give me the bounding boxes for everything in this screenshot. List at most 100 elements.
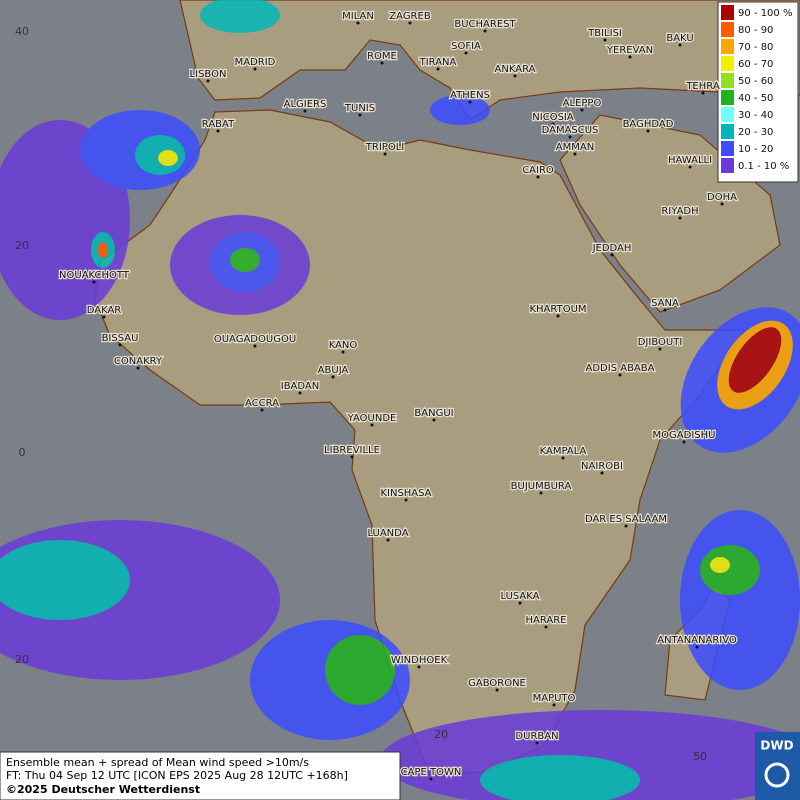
footer-line: Ensemble mean + spread of Mean wind spee… bbox=[6, 756, 309, 769]
city-label: CAPE TOWN bbox=[401, 767, 462, 778]
prob-area bbox=[480, 755, 640, 800]
legend-label: 80 - 90 bbox=[738, 25, 773, 36]
city-dot bbox=[380, 61, 384, 65]
city-dot bbox=[331, 375, 335, 379]
city-dot bbox=[513, 74, 517, 78]
lat-label: 20 bbox=[15, 239, 29, 252]
city-dot bbox=[568, 135, 572, 139]
prob-area bbox=[200, 0, 280, 33]
city-label: MILAN bbox=[342, 11, 374, 22]
prob-area bbox=[728, 327, 782, 393]
city-dot bbox=[580, 108, 584, 112]
city-label: ATHENS bbox=[450, 90, 490, 101]
legend-label: 70 - 80 bbox=[738, 42, 773, 53]
city-label: ALEPPO bbox=[563, 98, 602, 109]
city-dot bbox=[678, 216, 682, 220]
city-dot bbox=[370, 423, 374, 427]
city-dot bbox=[495, 688, 499, 692]
city-label: KHARTOUM bbox=[529, 304, 586, 315]
city-label: BUJUMBURA bbox=[511, 481, 572, 492]
city-dot bbox=[429, 777, 433, 781]
city-label: NOUAKCHOTT bbox=[59, 270, 130, 281]
city-label: BUCHAREST bbox=[454, 19, 516, 30]
prob-area bbox=[700, 545, 760, 595]
city-dot bbox=[536, 175, 540, 179]
city-label: LIBREVILLE bbox=[324, 445, 380, 456]
lon-label: 20 bbox=[434, 728, 448, 741]
city-label: ANKARA bbox=[495, 64, 536, 75]
city-dot bbox=[253, 67, 257, 71]
city-label: ANTANANARIVO bbox=[657, 635, 737, 646]
city-dot bbox=[417, 665, 421, 669]
city-dot bbox=[216, 129, 220, 133]
city-dot bbox=[573, 152, 577, 156]
city-label: OUAGADOUGOU bbox=[214, 334, 296, 345]
city-dot bbox=[561, 456, 565, 460]
footer: Ensemble mean + spread of Mean wind spee… bbox=[0, 751, 401, 800]
city-dot bbox=[658, 347, 662, 351]
city-label: GABORONE bbox=[468, 678, 526, 689]
city-label: RIYADH bbox=[661, 206, 698, 217]
city-label: AMMAN bbox=[556, 142, 594, 153]
city-dot bbox=[206, 79, 210, 83]
city-dot bbox=[436, 67, 440, 71]
legend: 90 - 100 % 80 - 90 70 - 80 60 - 70 50 - 60 40… bbox=[717, 1, 799, 183]
city-label: WINDHOEK bbox=[391, 655, 448, 666]
prob-area bbox=[230, 248, 260, 272]
city-label: HARARE bbox=[525, 615, 566, 626]
city-label: ABUJA bbox=[318, 365, 349, 376]
city-label: HAWALLI bbox=[668, 155, 712, 166]
legend-swatch bbox=[721, 39, 734, 54]
city-label: DURBAN bbox=[515, 731, 558, 742]
city-label: LUSAKA bbox=[501, 591, 540, 602]
city-dot bbox=[628, 55, 632, 59]
city-dot bbox=[383, 152, 387, 156]
prob-area bbox=[158, 150, 178, 166]
legend-label: 10 - 20 bbox=[738, 144, 773, 155]
city-dot bbox=[682, 440, 686, 444]
city-dot bbox=[701, 91, 705, 95]
city-dot bbox=[350, 455, 354, 459]
city-label: SANA bbox=[651, 298, 679, 309]
city-label: ZAGREB bbox=[389, 11, 431, 22]
city-dot bbox=[102, 315, 106, 319]
prob-area bbox=[710, 557, 730, 573]
city-label: ADDIS ABABA bbox=[586, 363, 655, 374]
city-label: TBILISI bbox=[587, 28, 622, 39]
prob-area bbox=[430, 95, 490, 125]
city-dot bbox=[544, 625, 548, 629]
city-dot bbox=[535, 741, 539, 745]
legend-label: 30 - 40 bbox=[738, 110, 773, 121]
prob-area bbox=[680, 510, 800, 690]
city-label: YAOUNDE bbox=[347, 413, 397, 424]
lat-label: 20 bbox=[15, 653, 29, 666]
city-label: DAMASCUS bbox=[542, 125, 599, 136]
city-label: LISBON bbox=[190, 69, 227, 80]
city-dot bbox=[678, 43, 682, 47]
city-dot bbox=[720, 202, 724, 206]
city-dot bbox=[298, 391, 302, 395]
city-dot bbox=[624, 524, 628, 528]
legend-swatch bbox=[721, 73, 734, 88]
city-dot bbox=[551, 122, 555, 126]
legend-swatch bbox=[721, 107, 734, 122]
city-label: MAPUTO bbox=[533, 693, 576, 704]
city-dot bbox=[483, 29, 487, 33]
city-label: ACCRA bbox=[245, 398, 279, 409]
footer-line: FT: Thu 04 Sep 12 UTC [ICON EPS 2025 Aug… bbox=[6, 769, 348, 782]
city-label: CAIRO bbox=[522, 165, 554, 176]
city-label: BANGUI bbox=[414, 408, 453, 419]
prob-area bbox=[98, 242, 108, 258]
city-label: DOHA bbox=[707, 192, 737, 203]
city-label: MOGADISHU bbox=[653, 430, 716, 441]
city-dot bbox=[539, 491, 543, 495]
city-dot bbox=[386, 538, 390, 542]
city-label: KANO bbox=[329, 340, 358, 351]
city-dot bbox=[610, 253, 614, 257]
prob-area bbox=[0, 540, 130, 620]
city-label: YEREVAN bbox=[606, 45, 653, 56]
legend-swatch bbox=[721, 90, 734, 105]
city-label: KINSHASA bbox=[380, 488, 431, 499]
city-labels: MILAN ZAGREB BUCHAREST TBILISI BAKU SOFIA YERE… bbox=[58, 10, 738, 781]
city-dot bbox=[646, 129, 650, 133]
